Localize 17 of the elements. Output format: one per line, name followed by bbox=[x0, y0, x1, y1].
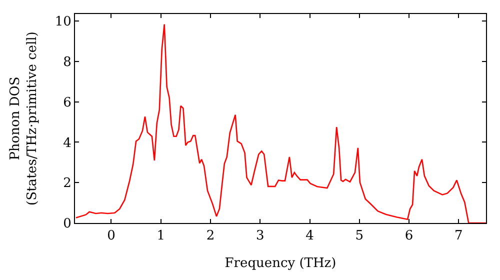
x-tick-label: 5 bbox=[355, 228, 364, 244]
x-tick-label: 0 bbox=[107, 228, 116, 244]
x-tick-label: 3 bbox=[256, 228, 264, 244]
line-series bbox=[75, 24, 486, 223]
x-tick-label: 2 bbox=[206, 228, 215, 244]
x-tick-label: 1 bbox=[156, 228, 166, 244]
x-axis-title: Frequency (THz) bbox=[224, 256, 336, 272]
y-axis-title: Phonon DOS (States/THz·primitive cell) bbox=[8, 31, 40, 206]
y-tick-label: 6 bbox=[63, 95, 72, 110]
y-tick-label: 0 bbox=[63, 216, 72, 232]
y-tick-label: 2 bbox=[63, 176, 72, 192]
x-tick-label: 4 bbox=[306, 228, 314, 244]
y-tick-label: 8 bbox=[63, 55, 72, 70]
x-tick-label: 7 bbox=[454, 228, 463, 244]
y-tick-label: 4 bbox=[63, 136, 72, 151]
x-tick-label: 6 bbox=[404, 228, 414, 244]
y-tick-label: 10 bbox=[54, 14, 72, 30]
